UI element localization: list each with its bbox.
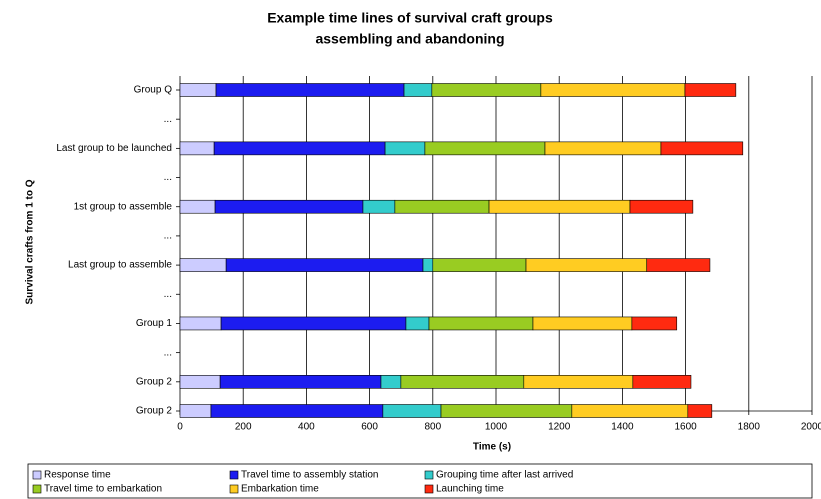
bar-segment (631, 316, 678, 331)
legend-swatch (32, 484, 42, 494)
bar-segment (540, 83, 686, 97)
legend-label: Response time (44, 470, 111, 481)
bar-segment (220, 316, 407, 331)
x-tick-label: 1800 (738, 422, 761, 433)
x-tick-label: 1200 (548, 422, 571, 433)
legend-swatch (424, 470, 434, 480)
bar-segment (424, 141, 546, 156)
legend-swatch (229, 484, 239, 494)
legend-swatch (229, 470, 239, 480)
legend-swatch (32, 470, 42, 480)
bar-segment (219, 375, 382, 389)
y-tick-label: Group 2 (136, 376, 173, 387)
bar-segment (646, 258, 711, 272)
chart-title: assembling and abandoning (315, 31, 504, 47)
x-tick-label: 2000 (801, 422, 821, 433)
bar-segment (213, 141, 386, 156)
bar-segment (629, 199, 694, 214)
bar-segment (440, 404, 573, 418)
bar-segment (431, 83, 542, 97)
bar-segment (362, 199, 396, 214)
x-tick-label: 1600 (674, 422, 697, 433)
bar-segment (532, 316, 633, 331)
legend-label: Launching time (436, 484, 504, 495)
legend-label: Grouping time after last arrived (436, 470, 573, 481)
y-tick-label: ... (164, 347, 172, 358)
bar-segment (403, 83, 433, 97)
x-tick-label: 0 (177, 422, 183, 433)
bar-segment (179, 83, 217, 97)
chart-title: Example time lines of survival craft gro… (267, 10, 553, 26)
bar-segment (400, 375, 525, 389)
bar-segment (179, 316, 222, 331)
bar-segment (544, 141, 662, 156)
bar-segment (210, 404, 384, 418)
bar-segment (405, 316, 430, 331)
y-tick-label: Group Q (134, 85, 173, 96)
bar-segment (432, 258, 527, 272)
y-tick-label: ... (164, 172, 172, 183)
y-tick-label: Last group to assemble (68, 260, 172, 271)
y-tick-label: Group 1 (136, 318, 173, 329)
legend-label: Travel time to embarkation (44, 484, 162, 495)
x-axis-title: Time (s) (473, 442, 511, 453)
y-tick-label: 1st group to assemble (74, 201, 173, 212)
bar-segment (488, 199, 631, 214)
x-tick-label: 600 (361, 422, 378, 433)
bar-segment (179, 404, 212, 418)
bar-segment (179, 199, 216, 214)
bar-segment (571, 404, 689, 418)
x-tick-label: 1400 (611, 422, 634, 433)
bar-segment (179, 375, 221, 389)
bar-segment (428, 316, 534, 331)
bar-segment (380, 375, 402, 389)
bar-segment (632, 375, 692, 389)
bar-segment (179, 141, 215, 156)
y-tick-label: Group 2 (136, 406, 173, 417)
y-axis-title: Survival crafts from 1 to Q (25, 179, 36, 304)
x-tick-label: 400 (298, 422, 315, 433)
y-tick-label: Last group to be launched (56, 143, 172, 154)
x-tick-label: 200 (235, 422, 252, 433)
bar-segment (525, 258, 648, 272)
bar-segment (225, 258, 424, 272)
bar-segment (384, 141, 426, 156)
bar-segment (660, 141, 744, 156)
bar-segment (422, 258, 434, 272)
bar-segment (523, 375, 634, 389)
bar-segment (214, 199, 364, 214)
bar-segment (179, 258, 227, 272)
y-tick-label: ... (164, 231, 172, 242)
legend-label: Embarkation time (241, 484, 319, 495)
legend-label: Travel time to assembly station (241, 470, 378, 481)
x-tick-label: 800 (424, 422, 441, 433)
bar-segment (382, 404, 442, 418)
y-tick-label: ... (164, 289, 172, 300)
bar-segment (215, 83, 405, 97)
legend-box (27, 463, 813, 499)
x-tick-label: 1000 (485, 422, 508, 433)
bar-segment (687, 404, 713, 418)
bar-segment (394, 199, 490, 214)
bar-segment (684, 83, 737, 97)
legend-swatch (424, 484, 434, 494)
y-tick-label: ... (164, 114, 172, 125)
